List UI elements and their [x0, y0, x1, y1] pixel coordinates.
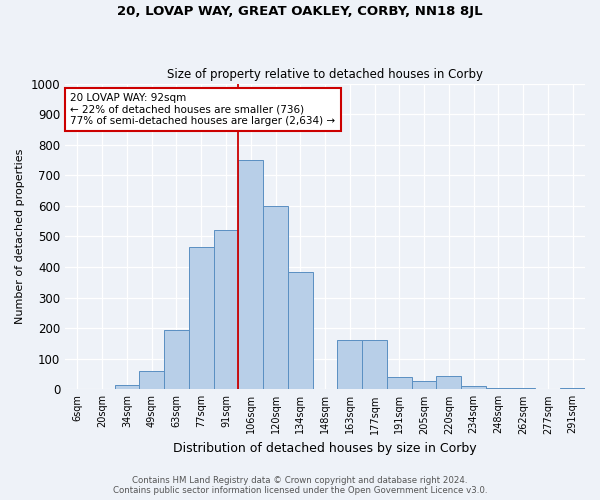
- Text: Contains HM Land Registry data © Crown copyright and database right 2024.
Contai: Contains HM Land Registry data © Crown c…: [113, 476, 487, 495]
- Bar: [560, 388, 585, 390]
- Bar: [139, 371, 164, 390]
- Y-axis label: Number of detached properties: Number of detached properties: [15, 148, 25, 324]
- X-axis label: Distribution of detached houses by size in Corby: Distribution of detached houses by size …: [173, 442, 477, 455]
- Bar: [387, 377, 412, 390]
- Bar: [214, 230, 238, 390]
- Bar: [115, 386, 139, 390]
- Bar: [337, 340, 362, 390]
- Bar: [288, 272, 313, 390]
- Text: 20 LOVAP WAY: 92sqm
← 22% of detached houses are smaller (736)
77% of semi-detac: 20 LOVAP WAY: 92sqm ← 22% of detached ho…: [70, 92, 335, 126]
- Bar: [436, 376, 461, 390]
- Bar: [486, 388, 511, 390]
- Bar: [461, 386, 486, 390]
- Bar: [238, 160, 263, 390]
- Bar: [362, 340, 387, 390]
- Bar: [263, 206, 288, 390]
- Bar: [412, 381, 436, 390]
- Bar: [511, 388, 535, 390]
- Title: Size of property relative to detached houses in Corby: Size of property relative to detached ho…: [167, 68, 483, 81]
- Text: 20, LOVAP WAY, GREAT OAKLEY, CORBY, NN18 8JL: 20, LOVAP WAY, GREAT OAKLEY, CORBY, NN18…: [117, 5, 483, 18]
- Bar: [164, 330, 189, 390]
- Bar: [189, 247, 214, 390]
- Bar: [535, 388, 560, 390]
